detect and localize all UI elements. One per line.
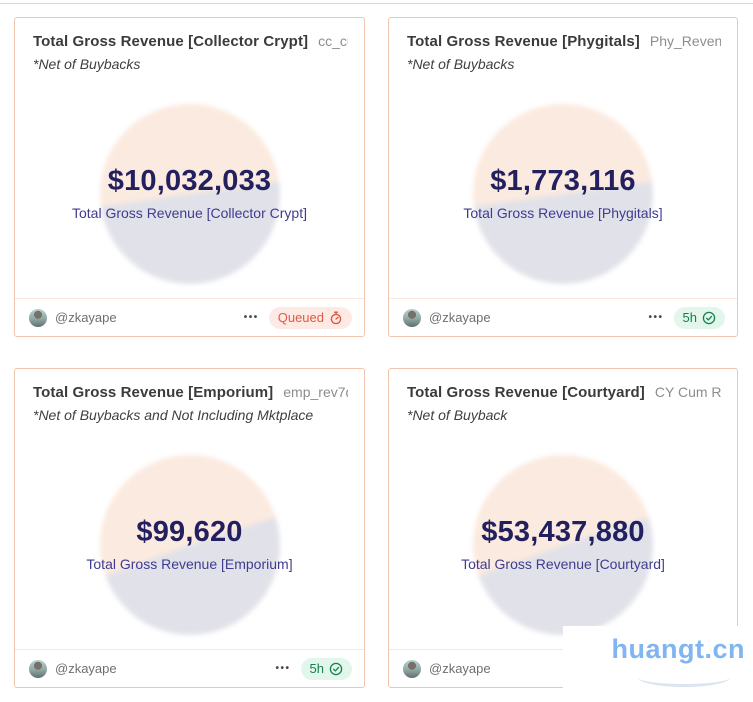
counter-card-phygitals: Total Gross Revenue [Phygitals] Phy_Reve… [388, 17, 738, 337]
card-footer: @zkayape ••• 5h [15, 649, 364, 687]
query-name[interactable]: emp_rev7d [283, 384, 348, 400]
author-handle[interactable]: @zkayape [55, 661, 117, 676]
counter-body: $10,032,033 Total Gross Revenue [Collect… [15, 18, 364, 298]
watermark-swoosh [638, 668, 730, 687]
more-menu-icon[interactable]: ••• [648, 312, 664, 323]
card-title[interactable]: Total Gross Revenue [Collector Crypt] [33, 33, 309, 50]
check-circle-icon [702, 311, 716, 325]
pie-chart-background [473, 455, 653, 635]
counter: $99,620 Total Gross Revenue [Emporium] [15, 515, 364, 573]
watermark: huangt.cn [563, 626, 753, 702]
card-subtitle: *Net of Buybacks [33, 56, 141, 72]
card-title[interactable]: Total Gross Revenue [Phygitals] [407, 33, 640, 50]
card-header: Total Gross Revenue [Collector Crypt] cc… [15, 18, 364, 73]
counter: $1,773,116 Total Gross Revenue [Phygital… [389, 164, 737, 222]
avatar[interactable] [403, 659, 421, 678]
card-footer: @zkayape ••• Queued [15, 298, 364, 336]
counter-card-emporium: Total Gross Revenue [Emporium] emp_rev7d… [14, 368, 365, 688]
status-badge[interactable]: 5h [300, 657, 352, 680]
counter-body: $53,437,880 Total Gross Revenue [Courtya… [389, 369, 737, 649]
avatar[interactable] [29, 308, 47, 327]
pie-chart-background [99, 104, 280, 284]
counter-body: $1,773,116 Total Gross Revenue [Phygital… [389, 18, 737, 298]
check-circle-icon [329, 662, 343, 676]
query-name[interactable]: cc_cu... [318, 33, 348, 49]
more-menu-icon[interactable]: ••• [275, 663, 291, 674]
card-subtitle: *Net of Buyback [407, 407, 508, 423]
pie-chart-background [473, 104, 653, 284]
card-subtitle: *Net of Buybacks and Not Including Mktpl… [33, 407, 314, 423]
card-footer: @zkayape ••• 5h [389, 298, 737, 336]
author-handle[interactable]: @zkayape [429, 661, 491, 676]
counter-label: Total Gross Revenue [Collector Crypt] [72, 205, 307, 221]
pie-chart-background [99, 455, 280, 635]
stopwatch-icon [329, 311, 343, 325]
card-title[interactable]: Total Gross Revenue [Courtyard] [407, 384, 645, 401]
card-header: Total Gross Revenue [Emporium] emp_rev7d… [15, 369, 364, 424]
avatar[interactable] [403, 308, 421, 327]
author-handle[interactable]: @zkayape [55, 310, 117, 325]
query-name[interactable]: Phy_Revenue [649, 33, 721, 49]
author-handle[interactable]: @zkayape [429, 310, 491, 325]
more-menu-icon[interactable]: ••• [243, 312, 259, 323]
status-badge-label: 5h [309, 660, 324, 676]
counter-label: Total Gross Revenue [Courtyard] [461, 556, 665, 572]
counter-label: Total Gross Revenue [Phygitals] [463, 205, 663, 221]
card-title[interactable]: Total Gross Revenue [Emporium] [33, 384, 274, 401]
counter-value: $99,620 [136, 516, 243, 548]
counter-card-collector-crypt: Total Gross Revenue [Collector Crypt] cc… [14, 17, 365, 337]
counter: $53,437,880 Total Gross Revenue [Courtya… [389, 515, 737, 573]
query-name[interactable]: CY Cum Rev [654, 384, 721, 400]
counter-value: $53,437,880 [481, 516, 645, 548]
card-subtitle: *Net of Buybacks [407, 56, 515, 72]
counter-label: Total Gross Revenue [Emporium] [86, 556, 293, 572]
counter: $10,032,033 Total Gross Revenue [Collect… [15, 164, 364, 222]
counter-body: $99,620 Total Gross Revenue [Emporium] [15, 369, 364, 649]
page-top-divider [0, 3, 753, 4]
counter-value: $10,032,033 [107, 165, 272, 197]
status-badge[interactable]: 5h [673, 306, 725, 329]
status-badge-label: 5h [682, 309, 697, 325]
status-badge[interactable]: Queued [268, 306, 352, 329]
counter-value: $1,773,116 [490, 165, 636, 197]
status-badge-label: Queued [277, 309, 324, 325]
watermark-text: huangt.cn [611, 634, 745, 664]
card-header: Total Gross Revenue [Phygitals] Phy_Reve… [389, 18, 737, 73]
card-header: Total Gross Revenue [Courtyard] CY Cum R… [389, 369, 737, 424]
avatar[interactable] [29, 659, 47, 678]
